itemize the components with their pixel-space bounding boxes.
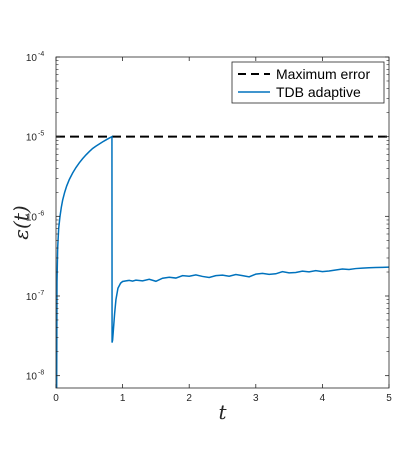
series-line-tdb-adaptive bbox=[55, 135, 390, 389]
y-tick-base: 10 bbox=[26, 372, 38, 383]
x-tick-label: 1 bbox=[120, 393, 126, 404]
y-tick-label: 10 bbox=[26, 292, 38, 303]
y-axis-label: ε(t) bbox=[9, 205, 33, 239]
y-tick-base: 10 bbox=[26, 53, 38, 64]
legend-label-tdb-adaptive: TDB adaptive bbox=[276, 84, 361, 100]
y-tick-exponent: -4 bbox=[38, 51, 44, 58]
x-tick-label: 2 bbox=[186, 393, 192, 404]
y-tick-base: 10 bbox=[26, 133, 38, 144]
legend: Maximum error TDB adaptive bbox=[231, 61, 385, 104]
legend-box bbox=[231, 61, 385, 104]
series-layer bbox=[55, 135, 390, 389]
y-tick-label: 10 bbox=[26, 372, 38, 383]
tick-layer: 0 1 2 3 4 510-810-710-610-510-4 bbox=[26, 51, 392, 404]
y-tick-exponent: -5 bbox=[38, 131, 44, 138]
y-tick-label: 10 bbox=[26, 53, 38, 64]
x-tick-label: 3 bbox=[253, 393, 259, 404]
y-tick-label: 10 bbox=[26, 212, 38, 223]
y-tick-exponent: -6 bbox=[38, 210, 44, 217]
y-tick-base: 10 bbox=[26, 292, 38, 303]
x-axis-label: t bbox=[218, 400, 227, 424]
x-tick-label: 0 bbox=[53, 393, 59, 404]
plot-frame bbox=[55, 56, 390, 389]
legend-label-maximum-error: Maximum error bbox=[276, 66, 370, 82]
x-tick-label: 4 bbox=[320, 393, 326, 404]
y-tick-exponent: -7 bbox=[38, 290, 44, 297]
y-tick-base: 10 bbox=[26, 212, 38, 223]
y-tick-label: 10 bbox=[26, 133, 38, 144]
x-tick-label: 5 bbox=[386, 393, 392, 404]
y-tick-exponent: -8 bbox=[38, 370, 44, 377]
